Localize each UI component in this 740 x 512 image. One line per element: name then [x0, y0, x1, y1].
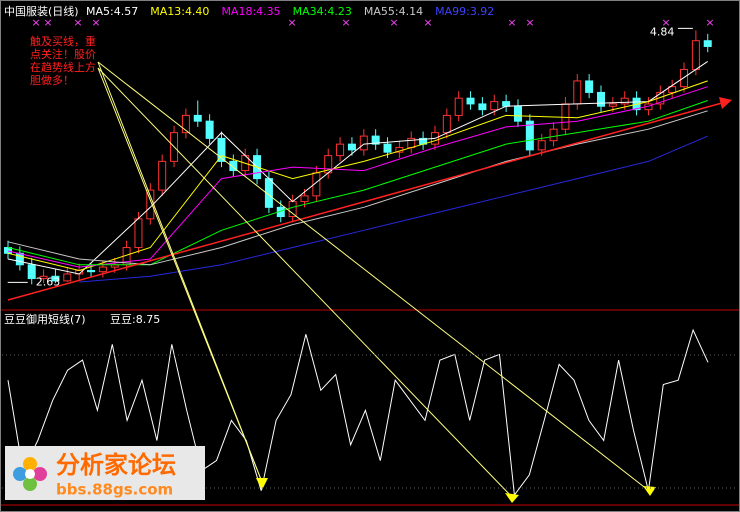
candle-body	[502, 101, 511, 107]
watermark-logo	[13, 457, 47, 491]
legend-entry: MA34:4.23	[293, 5, 352, 18]
candle-body	[347, 143, 356, 151]
candle-body	[39, 275, 48, 280]
moving-average	[7, 80, 708, 272]
annotation-line: 胆做多！	[30, 73, 74, 87]
candle-body	[478, 103, 487, 111]
high-label: 4.84	[650, 25, 675, 38]
trend-arrow	[719, 97, 732, 109]
signal-marker: ×	[507, 16, 516, 29]
moving-average	[79, 135, 708, 283]
legend-entry: MA18:4.35	[221, 5, 280, 18]
signal-marker: ×	[73, 16, 82, 29]
indicator-guides	[2, 354, 738, 489]
candle-body	[680, 68, 689, 88]
candle-body	[585, 80, 594, 93]
signal-marker: ×	[287, 16, 296, 29]
moving-average	[7, 60, 708, 275]
candle-body	[442, 114, 451, 134]
signal-marker: ×	[661, 16, 670, 29]
signal-marker: ×	[43, 16, 52, 29]
signal-marker: ×	[31, 16, 40, 29]
candle-body	[573, 80, 582, 105]
watermark-url: bbs.88gs.com	[56, 481, 173, 499]
candle-body	[229, 160, 238, 172]
candle-body	[87, 270, 96, 273]
chart-title: 中国服装(日线)	[4, 4, 79, 18]
candle-body	[383, 143, 392, 153]
candle-body	[691, 40, 700, 70]
candle-body	[549, 128, 558, 142]
candle-body	[205, 120, 214, 139]
candle-body	[134, 218, 143, 249]
indicator-line	[7, 328, 709, 497]
candle-body	[300, 195, 309, 203]
moving-average	[7, 100, 708, 266]
low-label: 2.63	[36, 275, 61, 288]
candle-body	[454, 97, 463, 116]
legend-entry: MA99:3.92	[435, 5, 494, 18]
annotation: 触及买线，重 点关注！股价 在趋势线上方 胆做多！	[30, 34, 96, 87]
candle-body	[537, 140, 546, 151]
candle-body	[181, 114, 190, 134]
candle-body	[15, 252, 24, 266]
watermark: 分析家论坛 bbs.88gs.com	[5, 446, 205, 500]
candle-body	[466, 97, 475, 105]
guide-lines	[97, 61, 649, 498]
candle-body	[561, 103, 570, 130]
candle-body	[371, 135, 380, 145]
legend-entry: MA55:4.14	[364, 5, 423, 18]
annotation-line: 在趋势线上方	[30, 60, 96, 74]
signal-marker: ×	[423, 16, 432, 29]
candle-body	[620, 97, 629, 105]
candle-body	[63, 273, 72, 282]
candle-body	[288, 201, 297, 218]
candle-body	[513, 105, 522, 122]
candle-body	[193, 114, 202, 122]
candle-body	[158, 160, 167, 191]
candle-body	[597, 91, 605, 107]
legend-entry: MA13:4.40	[150, 5, 209, 18]
candle-body	[703, 40, 712, 47]
trend-line	[7, 102, 723, 301]
candle-body	[359, 135, 368, 151]
candle-body	[51, 275, 60, 282]
indicator-legend: 豆豆:8.75	[110, 313, 160, 326]
signal-marker: ×	[525, 16, 534, 29]
candle-body	[608, 103, 617, 107]
moving-average	[7, 110, 708, 266]
signal-marker: ×	[389, 16, 398, 29]
candle-body	[336, 143, 345, 157]
signal-marker: ×	[341, 16, 350, 29]
candle-body	[490, 101, 499, 111]
candle-body	[217, 137, 226, 162]
candle-body	[27, 264, 36, 280]
legend: MA5:4.57 MA13:4.40 MA18:4.35 MA34:4.23 MA55:…	[86, 5, 494, 18]
indicator-title: 豆豆御用短线(7)	[4, 312, 86, 326]
signal-marker: ×	[91, 16, 100, 29]
annotation-line: 点关注！股价	[30, 47, 96, 61]
plot-layer: 4.84 2.63	[4, 25, 712, 497]
annotation-line: 触及买线，重	[30, 34, 96, 48]
legend-entry: MA5:4.57	[86, 5, 138, 18]
signal-markers: × × × × × × × × × × × ×	[31, 16, 714, 29]
moving-average	[7, 86, 708, 268]
candle-body	[525, 120, 534, 151]
candle-body	[668, 86, 677, 93]
signal-marker: ×	[705, 16, 714, 29]
watermark-title: 分析家论坛	[56, 451, 176, 479]
candle-body	[98, 266, 107, 273]
